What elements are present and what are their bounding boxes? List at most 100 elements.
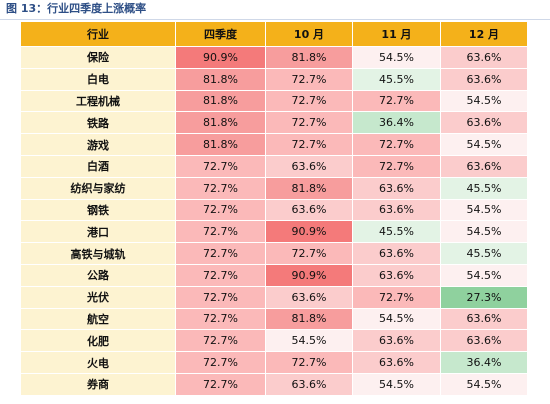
header-nov: 11 月	[352, 21, 441, 47]
probability-cell: 72.7%	[352, 89, 441, 113]
probability-cell: 54.5%	[440, 198, 528, 222]
probability-cell: 72.7%	[265, 67, 353, 91]
probability-cell: 54.5%	[440, 372, 528, 396]
table-row: 光伏 72.7% 63.6% 72.7% 27.3%	[20, 285, 528, 309]
probability-cell: 63.6%	[352, 351, 441, 374]
probability-cell: 45.5%	[440, 242, 528, 265]
industry-name: 化肥	[20, 329, 176, 353]
probability-cell: 54.5%	[352, 307, 441, 331]
probability-cell: 63.6%	[265, 285, 353, 309]
probability-cell: 81.8%	[175, 67, 266, 91]
probability-cell: 45.5%	[352, 67, 441, 91]
probability-cell: 45.5%	[440, 176, 528, 200]
table-row: 铁路 81.8% 72.7% 36.4% 63.6%	[20, 111, 528, 135]
table-row: 纺织与家纺 72.7% 81.8% 63.6% 45.5%	[20, 176, 528, 200]
table-row: 保险 90.9% 81.8% 54.5% 63.6%	[20, 46, 528, 69]
industry-name: 保险	[20, 46, 176, 69]
probability-cell: 63.6%	[440, 329, 528, 353]
probability-cell: 72.7%	[265, 242, 353, 265]
table-body: 保险 90.9% 81.8% 54.5% 63.6% 白电 81.8% 72.7% 45.5% 6…	[20, 46, 528, 396]
industry-name: 铁路	[20, 111, 176, 135]
probability-cell: 72.7%	[175, 242, 266, 265]
table-row: 航空 72.7% 81.8% 54.5% 63.6%	[20, 307, 528, 331]
probability-cell: 45.5%	[352, 220, 441, 244]
probability-cell: 81.8%	[265, 176, 353, 200]
probability-cell: 27.3%	[440, 285, 528, 309]
probability-cell: 72.7%	[265, 133, 353, 156]
table-row: 游戏 81.8% 72.7% 72.7% 54.5%	[20, 133, 528, 156]
industry-name: 白酒	[20, 154, 176, 178]
probability-cell: 54.5%	[265, 329, 353, 353]
probability-cell: 54.5%	[440, 133, 528, 156]
table-row: 公路 72.7% 90.9% 63.6% 54.5%	[20, 263, 528, 287]
probability-cell: 72.7%	[175, 329, 266, 353]
industry-name: 航空	[20, 307, 176, 331]
industry-name: 高铁与城轨	[20, 242, 176, 265]
probability-cell: 63.6%	[265, 198, 353, 222]
probability-cell: 72.7%	[175, 198, 266, 222]
probability-cell: 72.7%	[175, 351, 266, 374]
probability-cell: 90.9%	[265, 263, 353, 287]
header-oct: 10 月	[265, 21, 353, 47]
probability-cell: 81.8%	[175, 133, 266, 156]
probability-cell: 36.4%	[440, 351, 528, 374]
probability-cell: 63.6%	[440, 154, 528, 178]
table-row: 化肥 72.7% 54.5% 63.6% 63.6%	[20, 329, 528, 353]
probability-cell: 90.9%	[265, 220, 353, 244]
table-row: 券商 72.7% 63.6% 54.5% 54.5%	[20, 372, 528, 396]
probability-cell: 54.5%	[440, 220, 528, 244]
industry-name: 火电	[20, 351, 176, 374]
table-row: 钢铁 72.7% 63.6% 63.6% 54.5%	[20, 198, 528, 222]
probability-table: 行业 四季度 10 月 11 月 12 月 保险 90.9% 81.8% 54.5% 6…	[20, 21, 528, 396]
probability-cell: 63.6%	[440, 67, 528, 91]
industry-name: 工程机械	[20, 89, 176, 113]
probability-cell: 63.6%	[352, 198, 441, 222]
probability-cell: 90.9%	[175, 46, 266, 69]
table-row: 火电 72.7% 72.7% 63.6% 36.4%	[20, 351, 528, 374]
probability-cell: 81.8%	[175, 111, 266, 135]
industry-name: 钢铁	[20, 198, 176, 222]
header-industry: 行业	[20, 21, 176, 47]
header-dec: 12 月	[440, 21, 528, 47]
industry-name: 公路	[20, 263, 176, 287]
probability-cell: 72.7%	[175, 176, 266, 200]
probability-cell: 72.7%	[352, 133, 441, 156]
industry-name: 白电	[20, 67, 176, 91]
probability-cell: 81.8%	[175, 89, 266, 113]
probability-cell: 72.7%	[175, 372, 266, 396]
probability-cell: 72.7%	[175, 220, 266, 244]
probability-cell: 72.7%	[175, 154, 266, 178]
probability-cell: 54.5%	[440, 89, 528, 113]
probability-cell: 63.6%	[440, 46, 528, 69]
probability-cell: 63.6%	[265, 372, 353, 396]
probability-cell: 54.5%	[440, 263, 528, 287]
probability-cell: 63.6%	[440, 307, 528, 331]
industry-name: 港口	[20, 220, 176, 244]
table-row: 高铁与城轨 72.7% 72.7% 63.6% 45.5%	[20, 242, 528, 265]
industry-name: 光伏	[20, 285, 176, 309]
probability-cell: 54.5%	[352, 372, 441, 396]
industry-name: 券商	[20, 372, 176, 396]
probability-cell: 72.7%	[175, 263, 266, 287]
header-q4: 四季度	[175, 21, 266, 47]
probability-cell: 72.7%	[175, 307, 266, 331]
probability-cell: 54.5%	[352, 46, 441, 69]
industry-name: 纺织与家纺	[20, 176, 176, 200]
probability-cell: 63.6%	[352, 263, 441, 287]
industry-name: 游戏	[20, 133, 176, 156]
table-row: 白酒 72.7% 63.6% 72.7% 63.6%	[20, 154, 528, 178]
probability-cell: 63.6%	[352, 242, 441, 265]
probability-cell: 63.6%	[352, 176, 441, 200]
probability-cell: 63.6%	[440, 111, 528, 135]
probability-cell: 72.7%	[265, 351, 353, 374]
probability-cell: 63.6%	[352, 329, 441, 353]
table-row: 港口 72.7% 90.9% 45.5% 54.5%	[20, 220, 528, 244]
probability-cell: 72.7%	[265, 89, 353, 113]
probability-cell: 72.7%	[352, 285, 441, 309]
figure-caption: 图 13：行业四季度上涨概率	[0, 0, 550, 20]
probability-cell: 81.8%	[265, 46, 353, 69]
probability-cell: 72.7%	[352, 154, 441, 178]
probability-cell: 72.7%	[265, 111, 353, 135]
probability-cell: 36.4%	[352, 111, 441, 135]
probability-cell: 81.8%	[265, 307, 353, 331]
